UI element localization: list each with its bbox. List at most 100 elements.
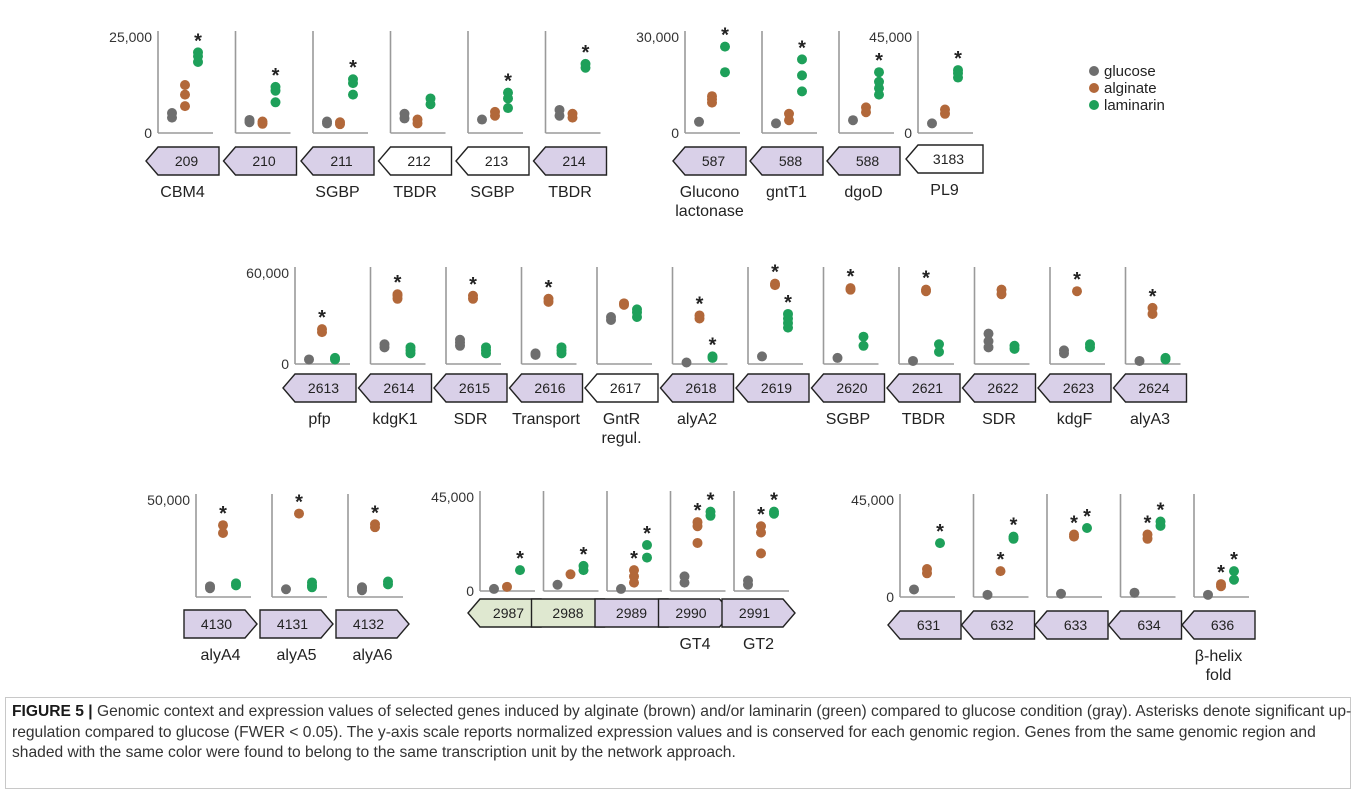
figure-caption: FIGURE 5 | Genomic context and expressio… [12,702,1352,764]
alginate-point [468,290,478,301]
significance-asterisk: * [771,262,779,284]
significance-asterisk: * [1230,549,1238,571]
legend-marker-laminarin [1089,100,1099,110]
gene-id-label: 2620 [836,380,867,396]
alginate-point [180,101,190,112]
gene-name-line: fold [1206,667,1232,684]
laminarin-point [383,576,393,587]
gene-name-line: lactonase [675,203,744,220]
gene-name-line: kdgF [1057,411,1093,428]
gene-arrow [810,373,886,403]
glucose-point [379,339,390,350]
glucose-point [552,579,563,590]
alginate-point [694,310,705,321]
significance-asterisk: * [630,548,638,570]
laminarin-point [769,506,779,517]
gene-arrow [377,146,453,176]
gene-id-label: 2988 [552,605,583,621]
gene-name-label: SGBP [826,411,870,428]
gene-name-line: TBDR [548,184,592,201]
laminarin-point [874,67,884,78]
gene-2990: * * 2990 GT4 [657,490,733,653]
glucose-point [554,104,565,115]
glucose-point [167,108,177,119]
expression-plots: 25,000 0 * 209 CBM4 * 210 * 211 SGBP 212 TBDR * 213 SG… [109,25,1256,684]
gene-4131: * 4131 alyA5 [259,492,334,664]
gene-id-label: 2615 [459,380,490,396]
gene-id-label: 2991 [739,605,770,621]
gene-arrow [672,146,747,176]
alginate-point [335,117,345,128]
laminarin-point [425,93,436,104]
laminarin-point [348,74,358,85]
gene-arrow [961,373,1037,403]
glucose-point [1134,355,1145,366]
gene-id-label: 2613 [308,380,339,396]
gene-2989: ** 2989 [594,491,669,628]
gene-name-label: GT4 [679,636,710,653]
gene-id-label: 633 [1064,617,1088,633]
significance-asterisk: * [504,71,512,93]
gene-id-label: 4131 [277,616,308,632]
alginate-point [1142,529,1153,540]
glucose-point [455,334,465,345]
gene-name-line: SGBP [470,184,514,201]
significance-asterisk: * [721,25,729,47]
gene-2613: * 2613 pfp [282,267,357,428]
gene-id-label: 636 [1211,617,1235,633]
significance-asterisk: * [1217,562,1225,584]
gene-name-label: SDR [982,411,1016,428]
gene-name-label: alyA6 [352,647,392,664]
glucose-point [743,575,753,586]
laminarin-point [405,342,416,353]
gene-name-line: alyA2 [677,411,717,428]
glucose-point [606,311,616,322]
laminarin-point [231,578,241,589]
glucose-point [681,357,692,368]
gene-id-label: 210 [252,153,276,169]
gene-name-line: SDR [454,411,488,428]
significance-asterisk: * [194,30,202,52]
significance-asterisk: * [757,504,765,526]
glucose-point [1059,345,1069,356]
significance-asterisk: * [1073,269,1081,291]
significance-asterisk: * [1157,500,1165,522]
glucose-point [1056,588,1066,599]
gene-id-label: 4130 [201,616,232,632]
alginate-point [294,508,304,519]
gene-id-label: 3183 [933,151,964,167]
gene-210: * 210 [222,31,298,176]
laminarin-point [797,70,807,81]
significance-asterisk: * [847,266,855,288]
y-min-label: 0 [671,125,679,141]
significance-asterisk: * [936,521,944,543]
gene-2991: ** 2991 GT2 [721,490,796,653]
gene-3183: * 3183 PL9 [905,31,984,199]
gene-id-label: 631 [917,617,941,633]
gene-588: * 588 dgoD [826,31,901,201]
gene-id-label: 212 [407,153,431,169]
alginate-point [1147,302,1158,313]
gene-arrow [905,144,984,174]
gene-arrow [183,609,258,639]
y-max-label: 30,000 [636,29,679,45]
gene-name-line: alyA6 [352,647,392,664]
gene-2615: * 2615 SDR [433,267,508,428]
caption-box [5,697,1351,789]
gene-id-label: 634 [1137,617,1161,633]
laminarin-point [348,89,358,100]
alginate-point [861,102,871,113]
gene-id-label: 2622 [987,380,1018,396]
glucose-point [477,114,487,125]
alginate-point [543,293,554,304]
gene-arrow [1037,373,1112,403]
y-min-label: 0 [144,125,152,141]
glucose-point [530,348,541,359]
gene-id-label: 2614 [383,380,414,396]
gene-id-label: 209 [175,153,199,169]
significance-asterisk: * [798,37,806,59]
laminarin-point [1155,516,1166,527]
laminarin-point [934,339,944,350]
glucose-point [982,589,993,600]
